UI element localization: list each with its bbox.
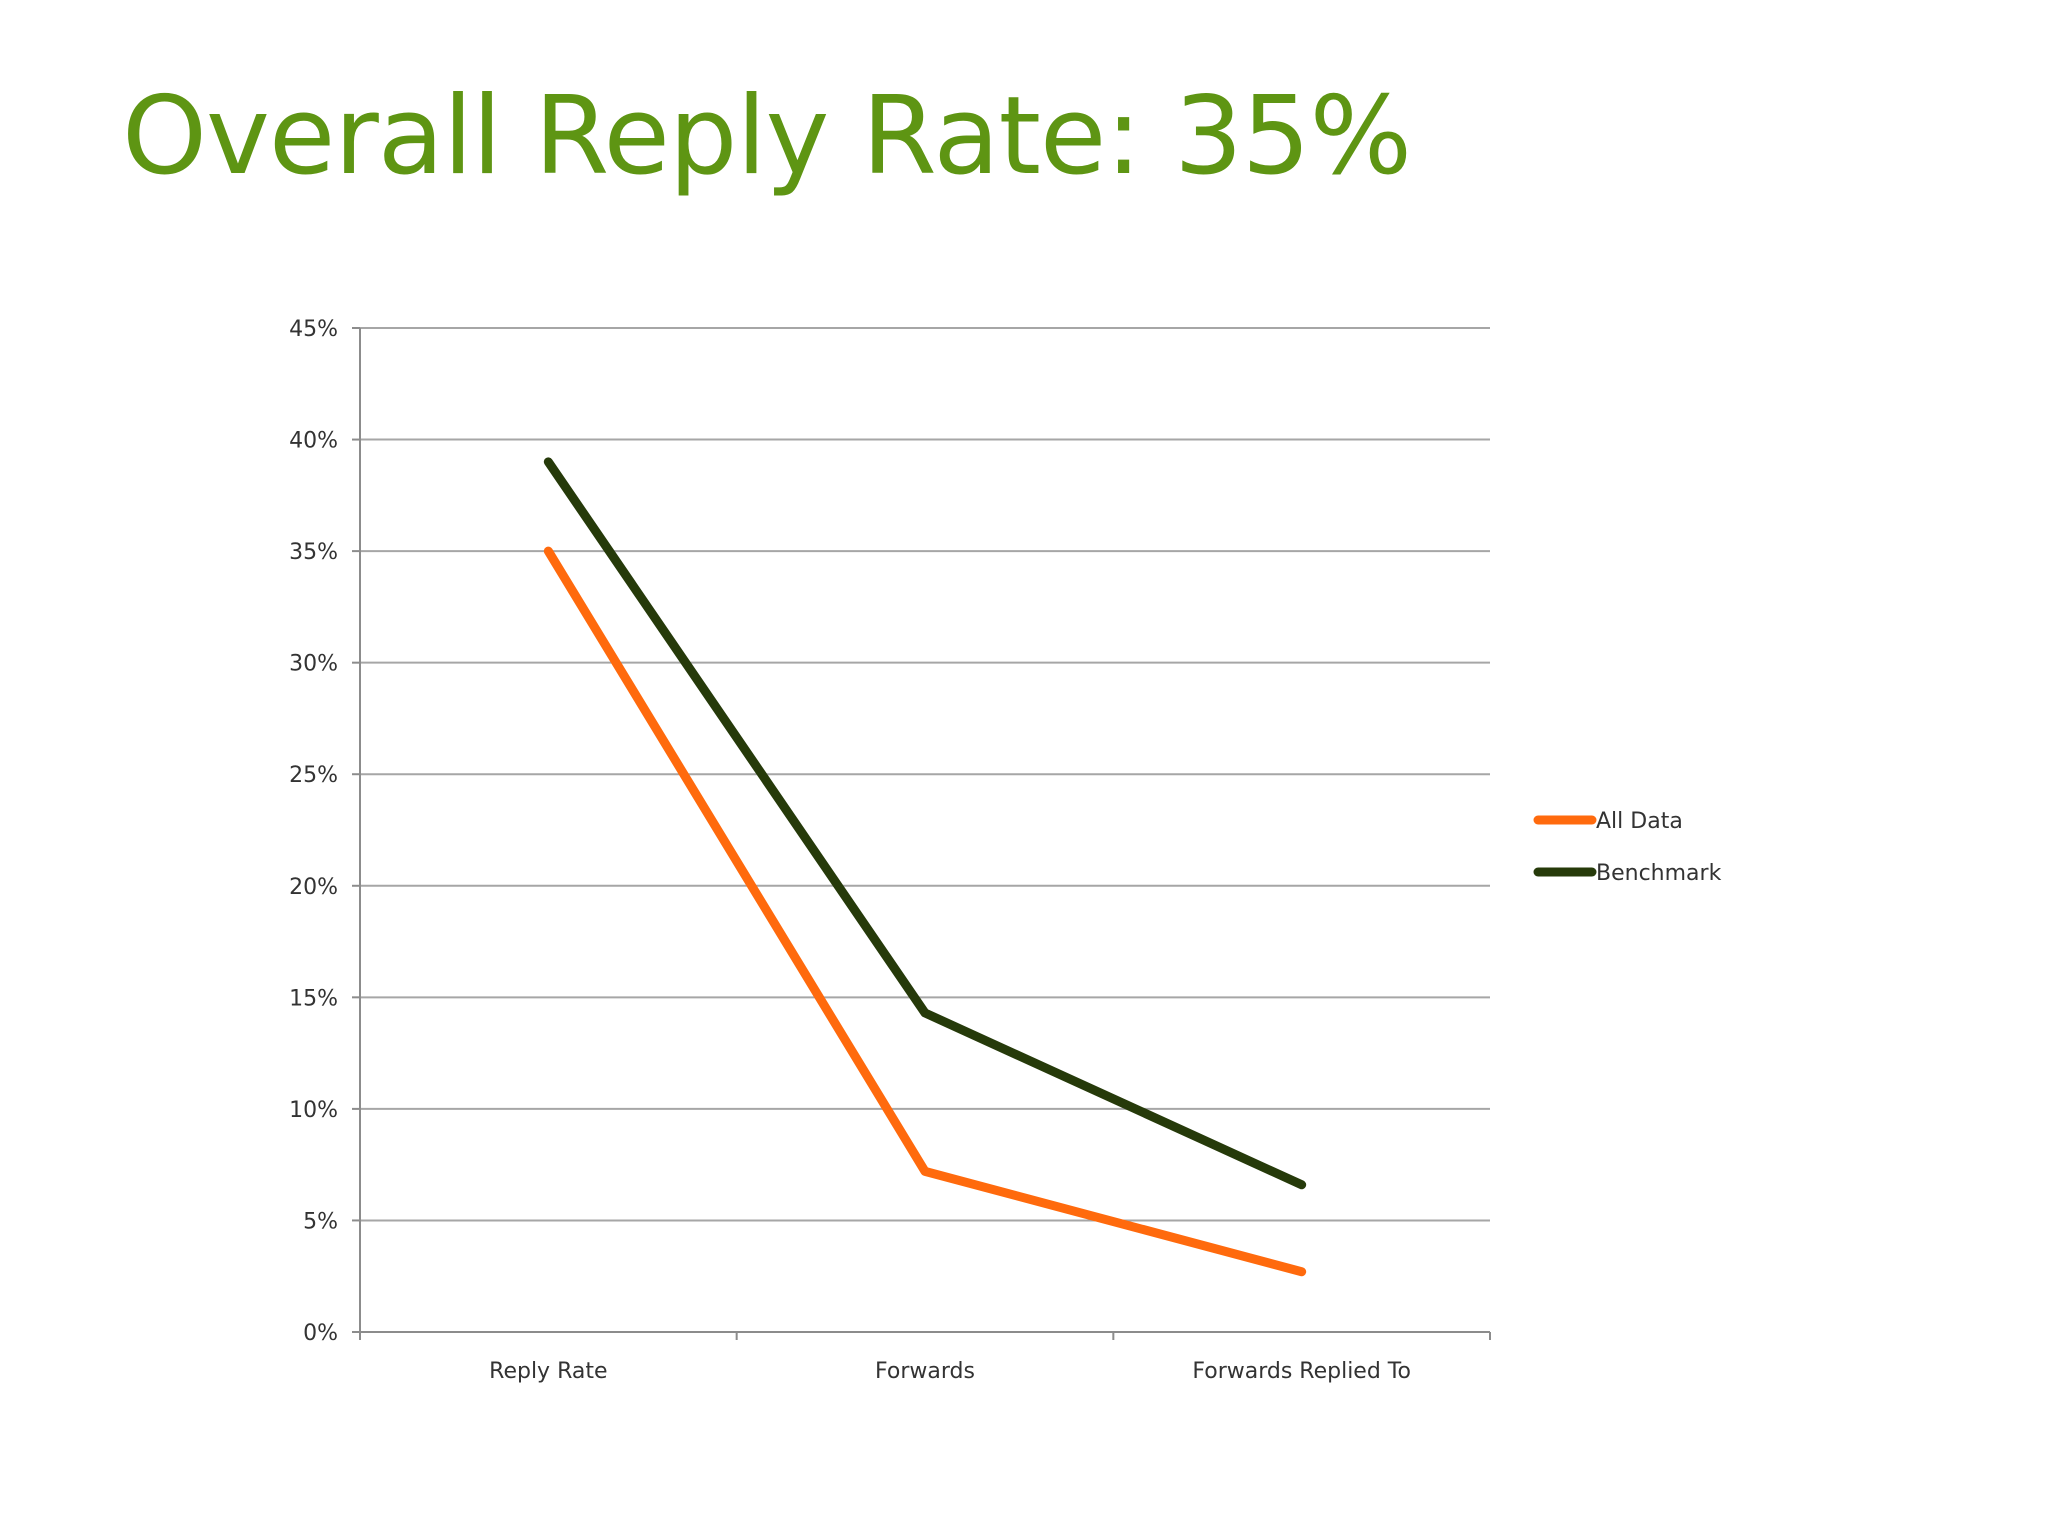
- y-tick-label: 30%: [289, 652, 338, 677]
- y-tick-label: 40%: [289, 429, 338, 454]
- x-tick-label: Reply Rate: [489, 1359, 607, 1384]
- series-lines: [543, 457, 1307, 1277]
- y-tick-label: 25%: [289, 763, 338, 788]
- slide-title: Overall Reply Rate: 35%: [122, 74, 1412, 199]
- y-tick-labels: 0% 5% 10% 15% 20% 25% 30% 35% 40% 45%: [289, 317, 338, 1346]
- y-tick-label: 0%: [303, 1321, 338, 1346]
- x-tick-label: Forwards Replied To: [1192, 1359, 1411, 1384]
- y-tick-label: 15%: [289, 986, 338, 1011]
- y-tick-label: 35%: [289, 540, 338, 565]
- x-tick-labels: Reply Rate Forwards Forwards Replied To: [489, 1359, 1411, 1384]
- gridlines: [360, 327, 1490, 1222]
- legend-label: All Data: [1596, 809, 1683, 834]
- legend-label: Benchmark: [1596, 861, 1722, 886]
- axes: [352, 327, 1491, 1340]
- series-line-1: [543, 457, 1307, 1190]
- y-tick-label: 20%: [289, 875, 338, 900]
- series-line-0: [543, 546, 1307, 1277]
- y-tick-label: 10%: [289, 1098, 338, 1123]
- y-tick-label: 5%: [303, 1209, 338, 1234]
- legend: All Data Benchmark: [1533, 809, 1722, 886]
- y-tick-label: 45%: [289, 317, 338, 342]
- x-tick-label: Forwards: [875, 1359, 975, 1384]
